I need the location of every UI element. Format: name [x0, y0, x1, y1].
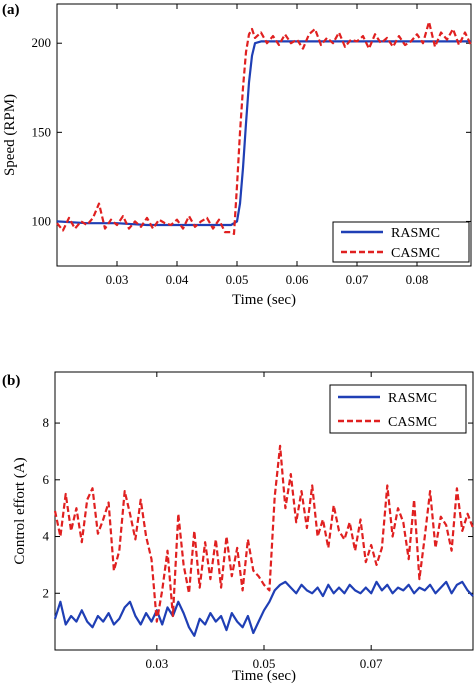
chart-a-series-rasmc: [56, 40, 471, 227]
chart-b-xlabel: Time (sec): [232, 668, 296, 684]
chart-b-x-ticks: 0.03 0.05 0.07: [145, 656, 383, 671]
chart-a-ytick-label: 200: [32, 35, 52, 50]
chart-a-xtick-label: 0.04: [166, 272, 189, 287]
chart-a-xtick-label: 0.08: [406, 272, 429, 287]
chart-b-xtick-label: 0.03: [145, 656, 168, 671]
chart-a-x-ticks: 0.03 0.04 0.05 0.06 0.07 0.08: [106, 272, 429, 287]
chart-b-ylabel: Control effort (A): [12, 457, 28, 564]
chart-a-panel-label: (a): [2, 2, 20, 18]
chart-a-ytick-label: 100: [32, 213, 52, 228]
chart-a-legend: RASMC CASMC: [332, 221, 470, 263]
chart-a-xtick-label: 0.05: [226, 272, 249, 287]
chart-a-ytick-label: 150: [32, 124, 52, 139]
chart-a-xtick-label: 0.07: [346, 272, 369, 287]
chart-b-y-ticks: 2 4 6 8: [43, 415, 50, 600]
chart-a-xtick-label: 0.06: [286, 272, 309, 287]
chart-b-series-rasmc: [53, 580, 474, 637]
chart-a-legend-label-rasmc: RASMC: [391, 226, 440, 241]
chart-b-series-lines: [53, 444, 474, 637]
chart-b-ytick-label: 8: [43, 415, 50, 430]
chart-b-legend-label-casmc: CASMC: [388, 415, 437, 430]
chart-b-legend-label-rasmc: RASMC: [388, 391, 437, 406]
chart-a-xtick-label: 0.03: [106, 272, 129, 287]
chart-a-y-ticks: 100 150 200: [32, 35, 52, 228]
chart-a-ylabel: Speed (RPM): [2, 94, 18, 176]
chart-a-legend-box: [332, 221, 470, 263]
chart-b-legend: RASMC CASMC: [329, 384, 467, 434]
chart-b-xtick-label: 0.07: [360, 656, 383, 671]
chart-b-ytick-label: 4: [43, 529, 50, 544]
chart-a-series-casmc: [56, 20, 472, 235]
chart-b-legend-box: [329, 384, 467, 434]
chart-b: (b) 0.03 0.05 0.07 2 4 6 8 Time (sec) Co…: [2, 371, 474, 684]
chart-b-xtick-label: 0.05: [253, 656, 276, 671]
chart-a-series-lines: [56, 20, 472, 235]
chart-b-series-casmc: [53, 444, 474, 623]
chart-a-xlabel: Time (sec): [232, 292, 296, 308]
chart-b-ytick-label: 2: [43, 585, 50, 600]
chart-a-tick-marks: [57, 4, 471, 266]
chart-b-ytick-label: 6: [43, 472, 50, 487]
chart-a-legend-label-casmc: CASMC: [391, 246, 440, 261]
chart-b-panel-label: (b): [2, 373, 20, 389]
chart-a: (a) 0.03 0.04 0.05 0.06 0.07 0.08 100 15…: [2, 2, 472, 308]
